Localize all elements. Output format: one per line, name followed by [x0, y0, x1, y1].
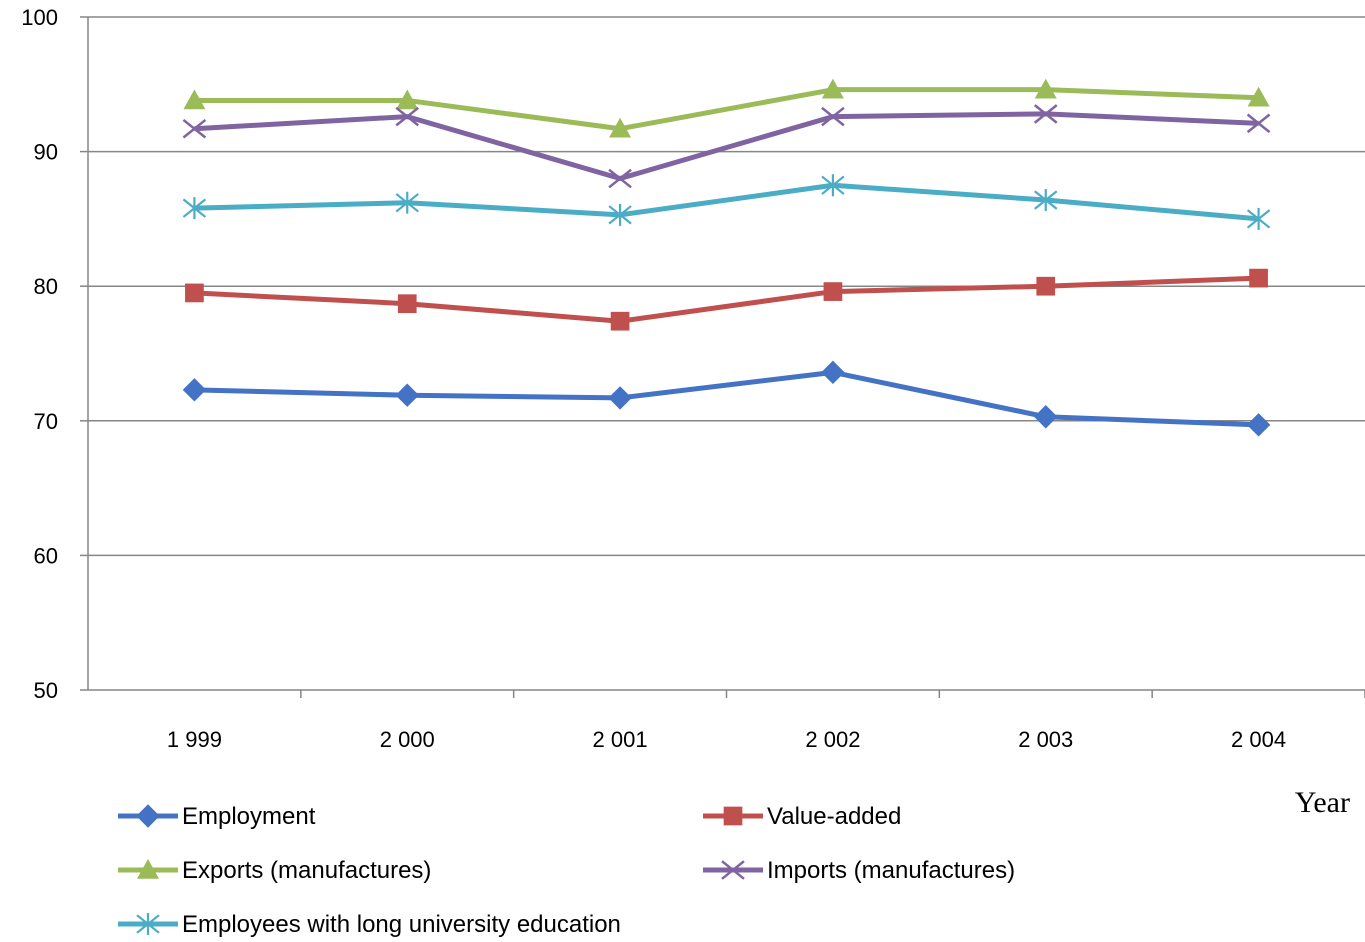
marker-stroke — [1246, 113, 1271, 134]
data-point — [1246, 207, 1271, 230]
legend-label: Value-added — [767, 803, 901, 830]
data-point — [821, 78, 844, 99]
marker-stroke — [721, 860, 745, 880]
gridlines — [88, 16, 1365, 557]
y-tick-label: 70 — [34, 409, 58, 434]
legend-label: Employment — [182, 803, 316, 830]
legend-item: Exports (manufactures) — [118, 857, 431, 884]
data-point — [396, 89, 419, 110]
y-tick-label: 80 — [34, 274, 58, 299]
data-point — [136, 913, 160, 935]
series-imports-manufactures — [182, 104, 1271, 189]
y-tick-label: 60 — [34, 543, 58, 568]
data-point — [609, 117, 632, 138]
data-point — [1247, 86, 1270, 107]
data-point — [1246, 113, 1271, 134]
series-employees-with-long-university-education — [182, 174, 1271, 230]
legend-item: Value-added — [703, 803, 901, 830]
data-point — [1034, 78, 1057, 99]
axes — [80, 16, 1365, 698]
data-point — [395, 191, 419, 214]
marker-stroke — [182, 118, 207, 139]
data-point — [182, 378, 207, 402]
series-line — [194, 182, 1259, 222]
data-point — [1246, 413, 1271, 437]
y-tick-label: 100 — [21, 5, 58, 30]
data-point — [183, 89, 206, 110]
data-point — [1036, 276, 1056, 296]
marker-stroke — [395, 106, 420, 127]
x-tick-label: 2 000 — [380, 727, 435, 752]
data-point — [395, 383, 419, 407]
data-point — [185, 283, 204, 303]
series-line — [194, 111, 1259, 182]
data-point — [1034, 189, 1058, 212]
data-point — [397, 294, 417, 314]
legend-label: Exports (manufactures) — [182, 857, 431, 884]
legend-label: Employees with long university education — [182, 911, 621, 938]
y-tick-labels: 50 60 70 80 90 100 — [21, 5, 58, 703]
x-tick-label: 2 002 — [805, 727, 860, 752]
x-tick-labels: 1 999 2 000 2 001 2 002 2 003 2 004 — [167, 727, 1286, 752]
data-point — [608, 203, 632, 226]
data-point — [395, 106, 420, 127]
legend-item: Imports (manufactures) — [703, 857, 1015, 884]
legend: Employment Value-added Exports (manufactur… — [118, 803, 1015, 938]
data-point — [1034, 405, 1058, 429]
series-employment — [182, 360, 1271, 437]
data-point — [823, 282, 843, 301]
data-point — [721, 860, 745, 880]
data-point — [610, 311, 630, 331]
data-point — [608, 168, 632, 189]
marker-stroke — [1033, 104, 1058, 124]
data-point — [137, 859, 159, 879]
data-point — [1249, 268, 1268, 288]
series-value-added — [185, 268, 1268, 331]
series-line — [194, 87, 1259, 132]
series-exports-manufactures — [183, 78, 1270, 138]
data-point — [182, 118, 207, 139]
data-point — [1033, 104, 1058, 124]
data-point — [182, 197, 207, 220]
y-tick-label: 90 — [34, 140, 58, 165]
legend-item: Employees with long university education — [118, 911, 621, 938]
series-line — [194, 369, 1259, 428]
data-point — [821, 174, 845, 197]
x-tick-label: 2 004 — [1231, 727, 1286, 752]
data-point — [821, 360, 845, 385]
x-tick-label: 1 999 — [167, 727, 222, 752]
series-group — [182, 78, 1271, 437]
legend-label: Imports (manufactures) — [767, 857, 1015, 884]
x-tick-label: 2 003 — [1018, 727, 1073, 752]
legend-item: Employment — [118, 803, 316, 830]
marker-stroke — [821, 106, 845, 127]
data-point — [821, 106, 845, 127]
x-tick-label: 2 001 — [593, 727, 648, 752]
data-point — [608, 386, 632, 410]
x-axis-title: Year — [1295, 786, 1350, 819]
data-point — [723, 806, 743, 826]
series-line — [194, 275, 1259, 324]
y-tick-label: 50 — [34, 678, 58, 703]
data-point — [136, 804, 160, 828]
marker-stroke — [608, 168, 632, 189]
